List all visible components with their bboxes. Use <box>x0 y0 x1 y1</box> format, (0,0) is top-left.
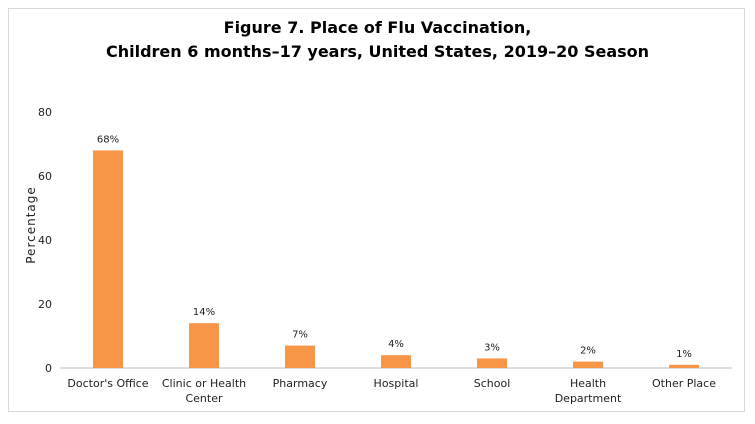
data-label: 3% <box>484 342 500 353</box>
category-label: Other Place <box>652 377 716 390</box>
chart-title-line-2: Children 6 months–17 years, United State… <box>105 42 650 61</box>
category-label: Pharmacy <box>273 377 328 390</box>
data-label: 4% <box>388 339 404 350</box>
data-label: 2% <box>580 346 596 357</box>
bar <box>285 345 315 368</box>
chart-frame <box>8 8 745 412</box>
category-label: Department <box>555 392 622 405</box>
y-tick-label: 20 <box>38 298 52 311</box>
category-label: Hospital <box>374 377 419 390</box>
y-tick-label: 80 <box>38 106 52 119</box>
y-tick-label: 60 <box>38 170 52 183</box>
data-label: 14% <box>193 307 215 318</box>
y-tick-label: 40 <box>38 234 52 247</box>
chart-title-line-1: Figure 7. Place of Flu Vaccination, <box>223 18 532 37</box>
y-axis-ticks: 0 20 40 60 80 <box>38 106 52 375</box>
data-label: 1% <box>676 349 692 360</box>
bar <box>381 355 411 368</box>
data-label: 7% <box>292 330 308 341</box>
data-label: 68% <box>97 134 119 145</box>
category-label: Doctor's Office <box>67 377 148 390</box>
bar <box>669 364 699 368</box>
bar <box>189 323 219 368</box>
data-labels: 68% 14% 7% 4% 3% 2% 1% <box>97 134 692 359</box>
bars <box>93 150 699 368</box>
bar <box>573 361 603 368</box>
bar <box>477 358 507 368</box>
y-tick-label: 0 <box>45 362 52 375</box>
category-label: Clinic or Health <box>162 377 246 390</box>
category-labels: Doctor's Office Clinic or Health Center Pha… <box>67 377 716 405</box>
category-label: Center <box>185 392 223 405</box>
bar <box>93 150 123 368</box>
category-label: School <box>474 377 511 390</box>
y-axis-label: Percentage <box>24 186 38 264</box>
category-label: Health <box>570 377 606 390</box>
chart-title: Figure 7. Place of Flu Vaccination, Chil… <box>0 16 755 64</box>
